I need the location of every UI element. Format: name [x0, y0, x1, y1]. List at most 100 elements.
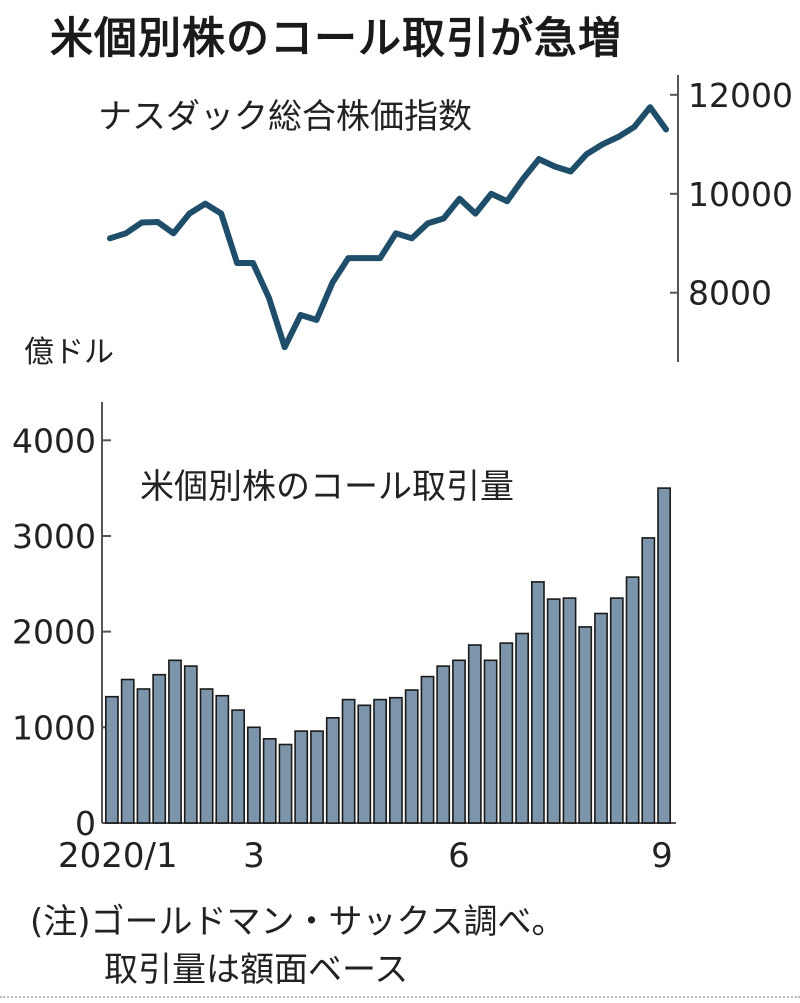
bar-1 [120, 678, 135, 824]
nasdaq-point-2 [139, 219, 145, 226]
bar-34 [641, 537, 656, 824]
bar-9 [247, 726, 261, 824]
nasdaq-point-21 [440, 215, 447, 222]
nasdaq-point-16 [361, 255, 368, 261]
bar-33 [625, 576, 640, 824]
bar-y-tick-label-2: 2000 [12, 613, 96, 652]
bar-19 [404, 689, 419, 824]
bar-7 [215, 694, 230, 824]
nasdaq-point-7 [218, 210, 224, 217]
bar-15 [341, 698, 356, 824]
call-volume-bar-chart: 億ドル 0 1000 2000 3000 4000 2020/1 3 6 9 米個別株のコール… [12, 335, 676, 876]
nasdaq-point-22 [456, 195, 463, 202]
nasdaq-y-ticks: 8000 10000 12000 [670, 76, 793, 313]
bar-18 [388, 696, 403, 824]
bar-27 [530, 581, 545, 824]
nasdaq-point-5 [186, 210, 193, 217]
bar-31 [594, 612, 608, 824]
nasdaq-point-20 [424, 220, 431, 227]
nasdaq-point-15 [345, 255, 352, 261]
nasdaq-point-29 [567, 168, 574, 175]
nasdaq-point-10 [266, 294, 272, 301]
nasdaq-point-17 [377, 255, 383, 261]
nasdaq-point-11 [281, 344, 288, 351]
bar-2 [136, 688, 151, 824]
nasdaq-point-9 [250, 260, 256, 266]
bar-y-tick-label-0: 0 [75, 804, 96, 843]
nasdaq-point-30 [583, 151, 590, 157]
bar-23 [467, 644, 482, 824]
nasdaq-point-23 [472, 210, 479, 217]
volume-note: 取引量は額面ベース [104, 950, 409, 990]
bar-26 [515, 632, 529, 824]
bar-25 [499, 642, 514, 824]
nasdaq-point-31 [599, 141, 606, 148]
bar-4 [168, 659, 182, 824]
nasdaq-point-18 [393, 230, 399, 237]
bottom-divider [0, 996, 800, 998]
nasdaq-series-title: ナスダック総合株価指数 [98, 97, 472, 137]
nasdaq-point-25 [504, 198, 510, 204]
bar-16 [357, 704, 372, 824]
bar-10 [262, 737, 277, 824]
bar-6 [199, 688, 214, 824]
nasdaq-point-27 [536, 156, 542, 162]
bar-29 [562, 597, 577, 824]
bar-30 [578, 626, 593, 824]
bar-y-ticks: 0 1000 2000 3000 4000 [12, 421, 111, 843]
bar-17 [373, 698, 387, 824]
nasdaq-point-4 [170, 230, 177, 237]
bar-series-title: 米個別株のコール取引量 [140, 467, 514, 507]
bar-x-ticks: 2020/1 3 6 9 [58, 836, 673, 876]
nasdaq-point-24 [488, 191, 495, 197]
nasdaq-points [107, 104, 669, 351]
nasdaq-line-chart: 8000 10000 12000 ナスダック総合株価指数 [98, 75, 793, 362]
bar-24 [483, 659, 498, 824]
bar-3 [152, 673, 167, 824]
bar-0 [105, 695, 119, 824]
bar-35 [657, 487, 671, 824]
chart-title: 米個別株のコール取引が急増 [50, 14, 622, 64]
bar-14 [325, 716, 340, 824]
bar-12 [294, 730, 309, 824]
nasdaq-point-35 [663, 126, 669, 133]
bar-21 [436, 665, 451, 824]
bar-13 [310, 730, 324, 824]
bar-20 [420, 675, 435, 824]
nasdaq-point-14 [329, 280, 336, 286]
nasdaq-point-26 [520, 176, 526, 182]
bar-28 [546, 598, 561, 824]
nasdaq-y-tick-label-2: 12000 [688, 76, 793, 115]
bar-x-tick-label-0: 2020/1 [58, 836, 178, 876]
bar-x-tick-label-2: 6 [448, 836, 470, 876]
nasdaq-point-19 [409, 235, 415, 242]
nasdaq-point-34 [647, 104, 653, 110]
bar-series [105, 487, 671, 824]
nasdaq-point-8 [234, 260, 240, 266]
nasdaq-series-line [107, 104, 669, 351]
bar-22 [452, 659, 466, 824]
nasdaq-point-13 [313, 317, 320, 323]
bar-11 [278, 743, 293, 824]
nasdaq-point-1 [123, 230, 129, 237]
nasdaq-point-33 [631, 124, 637, 130]
bar-8 [231, 709, 245, 824]
bar-y-unit: 億ドル [24, 335, 114, 370]
nasdaq-point-12 [297, 312, 304, 318]
bar-y-tick-label-3: 3000 [12, 517, 96, 556]
bar-x-tick-label-1: 3 [243, 836, 265, 876]
nasdaq-point-3 [154, 219, 161, 225]
source-note: (注)ゴールドマン・サックス調べ。 [30, 902, 566, 942]
nasdaq-point-6 [202, 200, 209, 207]
nasdaq-point-0 [107, 235, 113, 242]
bar-y-tick-label-4: 4000 [12, 421, 96, 460]
bar-32 [609, 597, 624, 824]
nasdaq-y-tick-label-1: 10000 [688, 175, 793, 214]
nasdaq-point-32 [615, 134, 622, 140]
bar-x-tick-label-3: 9 [651, 836, 673, 876]
bar-y-tick-label-1: 1000 [12, 708, 96, 747]
bar-5 [183, 665, 198, 824]
nasdaq-y-tick-label-0: 8000 [688, 274, 772, 313]
nasdaq-point-28 [552, 163, 558, 170]
